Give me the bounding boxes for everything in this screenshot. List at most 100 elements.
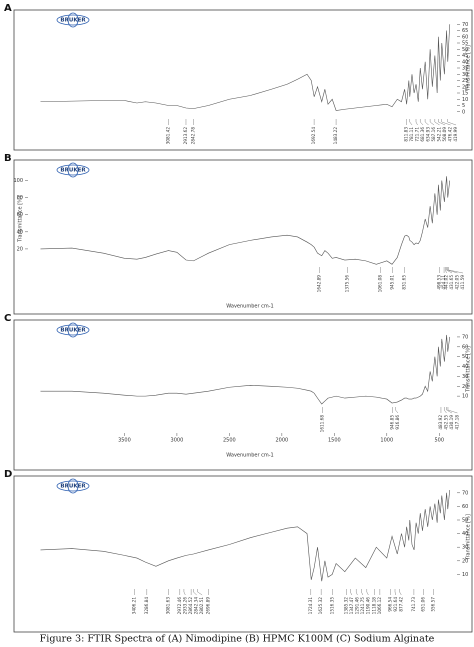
peak-leader bbox=[197, 589, 203, 596]
logo-orbit bbox=[56, 14, 90, 26]
peak-label: 3406.21 bbox=[131, 597, 136, 615]
peak-label: 3286.84 bbox=[144, 597, 149, 615]
peak-leader bbox=[434, 119, 440, 126]
x-tick-label: 500 bbox=[434, 438, 444, 444]
logo-orbit bbox=[56, 324, 90, 336]
y-tick-label: 10 bbox=[462, 97, 468, 103]
peak-label: 542.21 bbox=[437, 127, 442, 142]
peak-label: 452.55 bbox=[443, 415, 448, 430]
peak-label: 1611.68 bbox=[320, 415, 325, 433]
spectrum-line bbox=[40, 490, 451, 582]
y-tick-label: 65 bbox=[462, 28, 468, 34]
x-tick-label: 1500 bbox=[328, 438, 341, 444]
y-tick-label: 60 bbox=[17, 212, 23, 218]
logo-text: BRUKER bbox=[60, 168, 86, 174]
y-tick-label: 20 bbox=[462, 558, 468, 564]
peak-leader bbox=[447, 267, 458, 274]
y-tick-label: 20 bbox=[462, 384, 468, 390]
logo-text: BRUKER bbox=[60, 484, 86, 490]
y-tick-label: 60 bbox=[462, 504, 468, 510]
y-axis-label: Transmittance [%] bbox=[466, 514, 472, 561]
peak-label: 2696.89 bbox=[206, 597, 211, 615]
x-tick-label: 2000 bbox=[275, 438, 288, 444]
x-tick-label: 1000 bbox=[380, 438, 393, 444]
peak-label: 508.09 bbox=[442, 127, 447, 142]
peak-label: 1118.18 bbox=[371, 597, 376, 615]
peak-label: 634.93 bbox=[426, 127, 431, 142]
panel-letter: B bbox=[4, 153, 12, 164]
peak-label: 831.65 bbox=[401, 275, 406, 290]
peak-label: 1190.46 bbox=[365, 597, 370, 615]
peak-label: 1642.89 bbox=[316, 275, 321, 293]
peak-label: 2802.51 bbox=[199, 597, 204, 615]
y-tick-label: 40 bbox=[462, 59, 468, 65]
y-tick-label: 100 bbox=[13, 178, 23, 184]
peak-label: 781.11 bbox=[409, 127, 414, 142]
peak-label: 2842.78 bbox=[190, 127, 195, 145]
peak-leader bbox=[183, 589, 186, 596]
peak-leader bbox=[446, 267, 453, 274]
x-tick-label: 3500 bbox=[118, 438, 131, 444]
peak-label: 431.65 bbox=[449, 275, 454, 290]
caption: Figure 3: FTIR Spectra of (A) Nimodipine… bbox=[40, 634, 435, 645]
peak-leader bbox=[448, 267, 464, 274]
y-tick-label: 30 bbox=[462, 72, 468, 78]
peak-leader bbox=[356, 589, 358, 596]
peak-label: 422.05 bbox=[455, 275, 460, 290]
peak-label: 556.57 bbox=[430, 597, 435, 612]
peak-leader bbox=[366, 589, 369, 596]
peak-leader bbox=[350, 589, 353, 596]
peak-label: 411.59 bbox=[460, 275, 465, 290]
y-tick-label: 60 bbox=[462, 34, 468, 40]
peak-label: 1692.54 bbox=[311, 127, 316, 145]
y-tick-label: 50 bbox=[462, 518, 468, 524]
panel-letter: D bbox=[4, 469, 12, 480]
peak-leader bbox=[399, 589, 402, 596]
peak-label: 721.71 bbox=[415, 127, 420, 142]
panel-letter: A bbox=[4, 3, 12, 14]
peak-label: 1347.47 bbox=[349, 597, 354, 615]
logo-orbit bbox=[67, 162, 79, 178]
peak-leader bbox=[445, 267, 447, 274]
peak-leader bbox=[361, 589, 364, 596]
peak-leader bbox=[441, 119, 451, 126]
y-tick-label: 35 bbox=[462, 66, 468, 72]
peak-label: 3081.42 bbox=[165, 127, 170, 145]
peak-label: 811.83 bbox=[404, 127, 409, 142]
peak-label: 1483.22 bbox=[333, 127, 338, 145]
y-tick-label: 25 bbox=[462, 78, 468, 84]
y-tick-label: 40 bbox=[462, 531, 468, 537]
peak-label: 430.19 bbox=[449, 415, 454, 430]
peak-label: 498.53 bbox=[436, 275, 441, 290]
panel-frame bbox=[13, 475, 473, 633]
peak-label: 1625.32 bbox=[318, 597, 323, 615]
panel-frame bbox=[13, 9, 473, 151]
peak-leader bbox=[415, 119, 418, 126]
peak-label: 651.06 bbox=[420, 597, 425, 612]
peak-label: 1385.32 bbox=[343, 597, 348, 615]
peak-label: 441.02 bbox=[444, 275, 449, 290]
peak-label: 1375.56 bbox=[344, 275, 349, 293]
peak-leader bbox=[447, 119, 457, 126]
logo-orbit bbox=[67, 12, 79, 28]
y-tick-label: 40 bbox=[17, 229, 23, 235]
peak-label: 681.36 bbox=[420, 127, 425, 142]
peak-label: 3081.63 bbox=[165, 597, 170, 615]
peak-label: 2842.34 bbox=[194, 597, 199, 615]
logo-text: BRUKER bbox=[60, 328, 86, 334]
peak-label: 1241.75 bbox=[360, 597, 365, 615]
peak-label: 2972.46 bbox=[177, 597, 182, 615]
peak-leader bbox=[424, 119, 429, 126]
peak-label: 1061.08 bbox=[377, 275, 382, 293]
y-tick-label: 0 bbox=[462, 109, 465, 115]
peak-label: 417.18 bbox=[454, 415, 459, 430]
panel-frame bbox=[13, 159, 473, 315]
peak-label: 2864.52 bbox=[188, 597, 193, 615]
peak-leader bbox=[446, 407, 453, 414]
y-tick-label: 30 bbox=[462, 374, 468, 380]
spectrum-line bbox=[40, 176, 451, 265]
y-tick-label: 50 bbox=[462, 47, 468, 53]
y-tick-label: 20 bbox=[17, 246, 23, 252]
x-tick-label: 2500 bbox=[223, 438, 236, 444]
peak-label: 476.42 bbox=[448, 127, 453, 142]
